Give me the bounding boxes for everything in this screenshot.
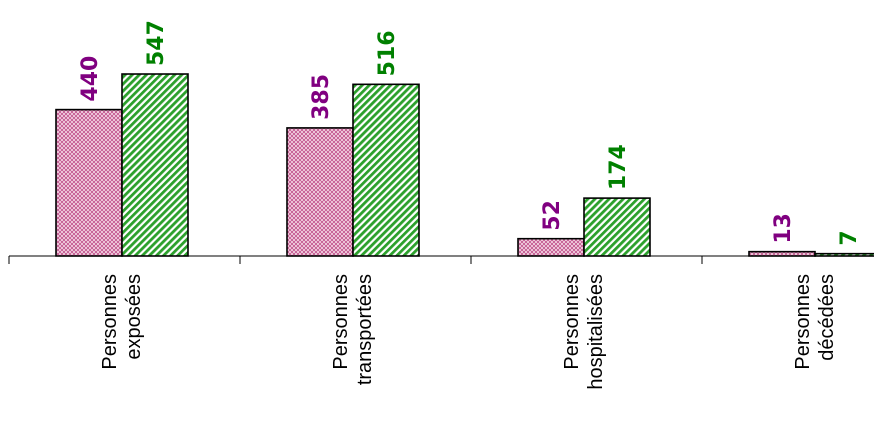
bar — [748, 250, 816, 257]
category-label: exposées — [123, 274, 145, 360]
data-label: 52 — [540, 200, 565, 231]
category-labels: Personnes exposées Personnes transportées Pe… — [99, 274, 838, 390]
data-label: 7 — [837, 230, 862, 245]
category-label: Personnes — [99, 274, 121, 370]
category-label: Personnes — [330, 274, 352, 370]
bar — [55, 108, 123, 257]
category-label: transportées — [354, 274, 376, 385]
bar — [814, 252, 874, 257]
value-labels: 440 547 385 516 52 174 13 7 — [78, 20, 862, 246]
data-label: 13 — [771, 213, 796, 244]
bar — [517, 237, 585, 257]
bars — [55, 73, 874, 257]
data-label: 174 — [606, 144, 631, 190]
bar — [352, 83, 420, 257]
x-axis — [8, 255, 874, 264]
bar — [121, 73, 189, 257]
data-label: 440 — [78, 56, 103, 102]
bar — [286, 127, 354, 257]
bar — [583, 197, 651, 257]
category-label: Personnes — [561, 274, 583, 370]
category-label: hospitalisées — [585, 274, 607, 390]
data-label: 547 — [144, 20, 169, 66]
category-label: décédées — [816, 274, 838, 361]
data-label: 516 — [375, 30, 400, 76]
category-label: Personnes — [792, 274, 814, 370]
data-label: 385 — [309, 74, 334, 120]
